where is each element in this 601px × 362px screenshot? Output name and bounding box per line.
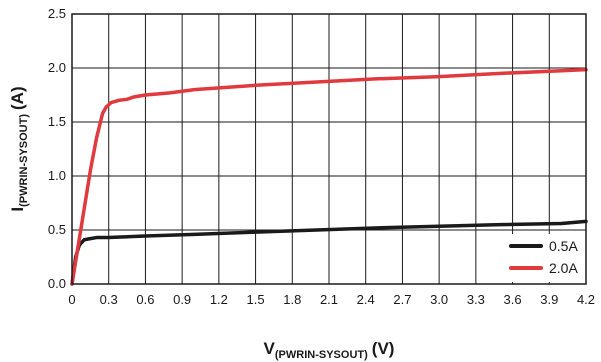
x-tick-label: 2.4 bbox=[357, 292, 375, 307]
legend: 0.5A 2.0A bbox=[509, 238, 578, 276]
x-tick-label: 1.8 bbox=[283, 292, 301, 307]
x-axis-title-main: V bbox=[264, 339, 276, 358]
x-tick-label: 0 bbox=[68, 292, 75, 307]
x-tick-label: 2.7 bbox=[393, 292, 411, 307]
x-tick-label: 3.3 bbox=[467, 292, 485, 307]
x-tick-label: 0.9 bbox=[173, 292, 191, 307]
legend-label: 0.5A bbox=[549, 238, 578, 254]
y-axis-title: I(PWRIN-SYSOUT) (A) bbox=[8, 86, 30, 211]
y-axis-title-main: I bbox=[8, 207, 27, 212]
x-tick-label: 0.6 bbox=[136, 292, 154, 307]
y-axis-title-sub: (PWRIN-SYSOUT) bbox=[18, 114, 30, 207]
x-tick-label: 0.3 bbox=[100, 292, 118, 307]
plot-frame bbox=[71, 13, 587, 285]
legend-background bbox=[505, 234, 585, 282]
y-tick-labels: 0.0 0.5 1.0 1.5 2.0 2.5 bbox=[48, 6, 66, 291]
x-tick-label: 3.6 bbox=[504, 292, 522, 307]
legend-label: 2.0A bbox=[549, 260, 578, 276]
series-line-0.5A bbox=[70, 219, 588, 286]
y-axis-title-unit: (A) bbox=[8, 86, 27, 110]
x-tick-label: 4.2 bbox=[577, 292, 595, 307]
x-tick-label: 2.1 bbox=[320, 292, 338, 307]
x-tick-label: 1.5 bbox=[247, 292, 265, 307]
x-axis-title: V(PWRIN-SYSOUT) (V) bbox=[264, 339, 395, 361]
series-layer bbox=[70, 67, 588, 286]
x-tick-label: 3.0 bbox=[430, 292, 448, 307]
y-tick-label: 0.5 bbox=[48, 222, 66, 237]
x-axis-title-sub: (PWRIN-SYSOUT) bbox=[275, 349, 368, 361]
x-tick-label: 3.9 bbox=[540, 292, 558, 307]
y-tick-label: 1.0 bbox=[48, 168, 66, 183]
y-tick-label: 0.0 bbox=[48, 276, 66, 291]
y-tick-label: 2.5 bbox=[48, 6, 66, 21]
x-axis-title-unit: (V) bbox=[372, 339, 395, 358]
x-tick-labels: 0 0.3 0.6 0.9 1.2 1.5 1.8 2.1 2.4 2.7 3.0 3.3 3.6 3.9… bbox=[68, 292, 595, 307]
y-tick-label: 1.5 bbox=[48, 114, 66, 129]
series-line-2.0A bbox=[70, 67, 588, 286]
x-tick-label: 1.2 bbox=[210, 292, 228, 307]
y-tick-label: 2.0 bbox=[48, 60, 66, 75]
